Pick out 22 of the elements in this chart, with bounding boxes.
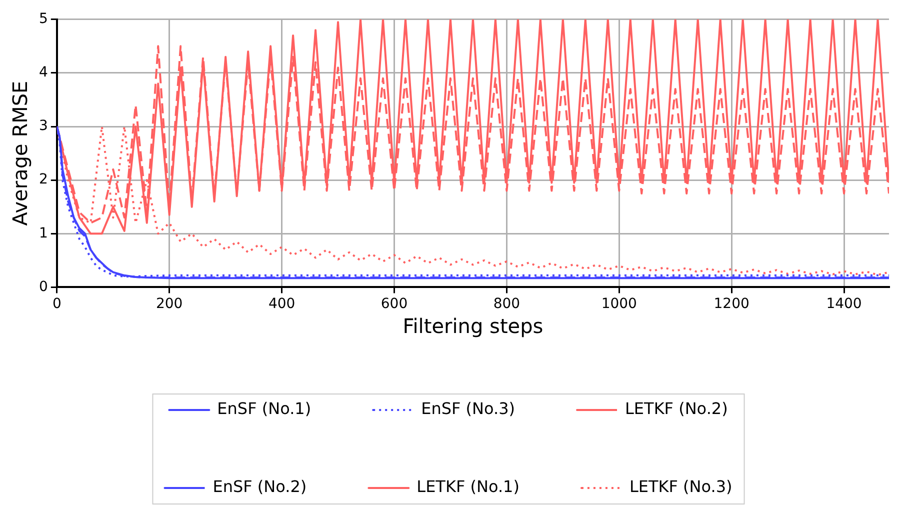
legend-label: LETKF (No.2) xyxy=(625,399,728,418)
x-tick-label: 200 xyxy=(156,296,183,312)
x-axis-title: Filtering steps xyxy=(402,314,544,338)
x-tick-label: 800 xyxy=(493,296,520,312)
legend-label: EnSF (No.1) xyxy=(217,399,312,418)
x-tick-label: 600 xyxy=(380,296,408,312)
x-tick-label: 1200 xyxy=(714,296,750,312)
x-tick-label: 1000 xyxy=(601,296,637,312)
legend-label: EnSF (No.2) xyxy=(212,477,307,496)
x-tick-label: 0 xyxy=(52,296,62,312)
y-tick-label: 2 xyxy=(38,172,48,188)
y-tick-label: 1 xyxy=(38,225,48,242)
y-axis-title: Average RMSE xyxy=(8,80,32,226)
y-tick-label: 4 xyxy=(38,64,48,81)
legend-label: LETKF (No.3) xyxy=(629,477,732,496)
legend-label: LETKF (No.1) xyxy=(416,477,520,496)
y-tick-label: 0 xyxy=(38,278,48,295)
x-tick-label: 400 xyxy=(268,296,296,312)
x-tick-label: 1400 xyxy=(826,296,862,312)
y-tick-label: 3 xyxy=(38,118,48,134)
y-tick-label: 5 xyxy=(38,11,48,28)
legend-label: EnSF (No.3) xyxy=(421,399,516,418)
